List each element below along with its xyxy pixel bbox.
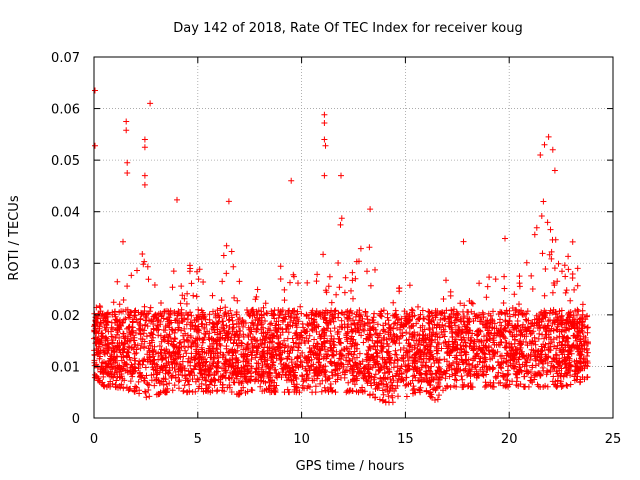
x-tick-label: 20	[501, 432, 518, 447]
x-tick-labels: 0 5 10 15 20 25	[90, 432, 621, 447]
x-tick-label: 5	[194, 432, 202, 447]
y-tick-label: 0.02	[51, 309, 80, 324]
x-tick-label: 25	[605, 432, 622, 447]
y-tick-label: 0.07	[51, 51, 80, 66]
y-tick-label: 0.03	[51, 257, 80, 272]
x-tick-label: 15	[397, 432, 414, 447]
x-axis-label: GPS time / hours	[296, 459, 405, 474]
plot-frame	[93, 56, 614, 419]
data-points	[91, 87, 591, 406]
axis-ticks	[93, 56, 614, 419]
y-tick-label: 0	[72, 412, 80, 427]
y-tick-label: 0.06	[51, 103, 80, 118]
roti-markers	[91, 87, 591, 406]
y-tick-labels: 0 0.01 0.02 0.03 0.04 0.05 0.06 0.07	[51, 51, 80, 427]
x-tick-label: 0	[90, 432, 98, 447]
chart-title: Day 142 of 2018, Rate Of TEC Index for r…	[173, 21, 522, 36]
y-axis-label: ROTI / TECUs	[7, 195, 22, 280]
y-tick-label: 0.05	[51, 154, 80, 169]
y-tick-label: 0.04	[51, 206, 80, 221]
x-tick-label: 10	[293, 432, 310, 447]
y-tick-label: 0.01	[51, 360, 80, 375]
